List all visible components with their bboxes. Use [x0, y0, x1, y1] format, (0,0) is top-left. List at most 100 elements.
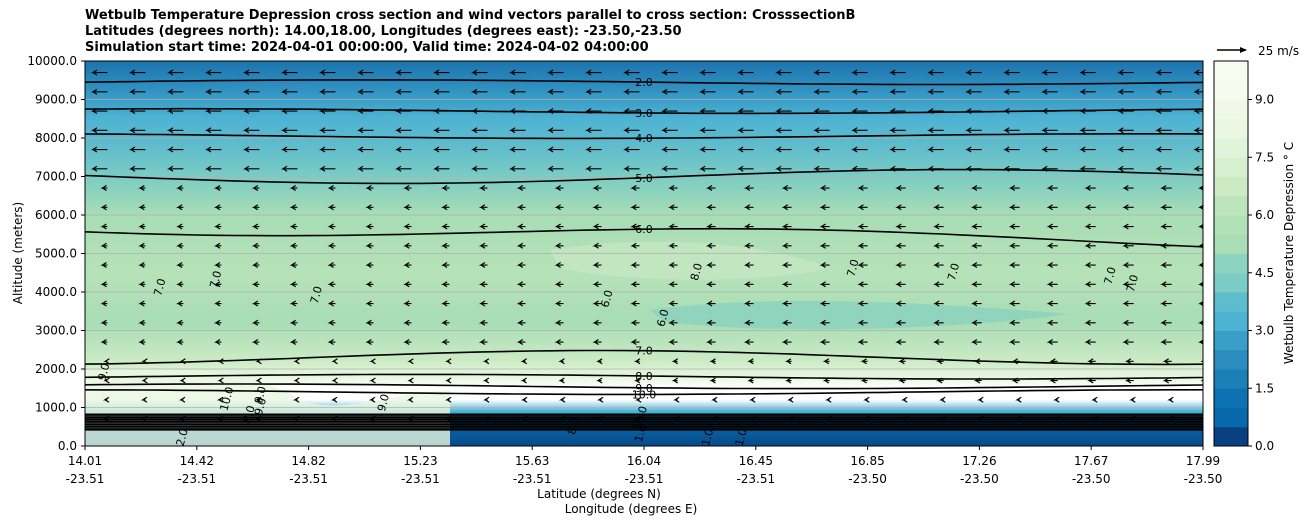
wind-vector [1084, 281, 1096, 288]
wind-vector [749, 416, 756, 423]
wind-vector [280, 165, 298, 172]
x-tick-label-lat: 14.01 [68, 454, 102, 468]
wind-vector [1041, 127, 1058, 134]
contour-label-extra: 6.0 [654, 308, 671, 328]
wind-vector [1155, 127, 1172, 134]
wind-vector [1053, 396, 1060, 403]
wind-vector [441, 223, 450, 230]
wind-vector [1160, 185, 1172, 192]
wind-vector [394, 127, 412, 134]
wind-vector [705, 223, 716, 230]
colorbar-band [1214, 118, 1248, 139]
wind-vector [1008, 223, 1020, 230]
wind-vector [554, 281, 564, 288]
wind-vector [851, 88, 868, 95]
wind-vector [520, 358, 527, 365]
wind-vector [596, 358, 603, 365]
wind-vector [394, 88, 412, 95]
wind-vector [327, 319, 336, 326]
wind-vector [441, 281, 450, 288]
wind-vector [103, 358, 110, 365]
wind-vector [705, 281, 716, 288]
colorbar-band [1214, 253, 1248, 274]
wind-vector [977, 416, 984, 423]
wind-vector [1129, 396, 1136, 403]
wind-vector [699, 127, 716, 134]
wind-vector [781, 204, 792, 211]
wind-vector [547, 127, 564, 134]
wind-vector [895, 300, 906, 307]
wind-vector [1003, 108, 1020, 115]
wind-vector [743, 339, 754, 346]
wind-vector [365, 262, 374, 269]
wind-vector [1079, 165, 1096, 172]
wind-vector [1041, 165, 1058, 172]
wind-vector [204, 108, 222, 115]
wind-vector [90, 108, 108, 115]
colorbar-label: Wetbulb Temperature Depression ° C [1282, 142, 1296, 364]
wind-vector [128, 127, 146, 134]
wind-vector [432, 165, 450, 172]
wind-vector [406, 396, 414, 403]
wind-vector [166, 146, 184, 153]
colorbar-band [1214, 292, 1248, 312]
wind-vector [898, 377, 906, 384]
wind-vector [482, 396, 490, 403]
contour-label-extra: 1.0 [733, 427, 750, 447]
wind-vector [1117, 108, 1134, 115]
wind-vector [242, 69, 260, 76]
wind-vector [1046, 262, 1058, 269]
wind-vector [365, 339, 374, 346]
wind-vector [671, 358, 679, 365]
wind-vector [292, 416, 300, 423]
y-tick-label: 5000.0 [35, 247, 77, 261]
contour-label-extra: 1.0 [699, 427, 716, 447]
wind-vector [743, 204, 754, 211]
wind-vector [356, 165, 374, 172]
wind-vector [933, 300, 944, 307]
wind-vector [327, 185, 336, 192]
x-tick-label-lon: -23.50 [1184, 472, 1223, 486]
wind-vector [1155, 88, 1172, 95]
x-tick-label-lon: -23.50 [960, 472, 999, 486]
wind-vector [128, 69, 146, 76]
x-tick-label-lat: 16.85 [850, 454, 884, 468]
wind-vector [813, 165, 830, 172]
wind-vector [1155, 165, 1172, 172]
wind-vector [895, 339, 906, 346]
wind-vector [432, 146, 450, 153]
wind-vector [851, 127, 868, 134]
wind-vector [176, 300, 184, 307]
wind-vector [822, 358, 830, 365]
wind-vector [1160, 262, 1172, 269]
wind-vector [1200, 360, 1203, 363]
wind-vector [554, 204, 564, 211]
wind-vector [100, 339, 108, 346]
wind-vector [970, 204, 982, 211]
wind-vector [242, 88, 260, 95]
wind-vector [1160, 223, 1172, 230]
wind-vector [1207, 397, 1211, 402]
wind-vector [520, 396, 528, 403]
wind-vector [709, 377, 716, 384]
wind-vector [1046, 242, 1058, 249]
wind-vector [633, 358, 641, 365]
wind-vector [478, 300, 488, 307]
wind-vector [318, 165, 336, 172]
x-tick-label-lat: 15.63 [515, 454, 549, 468]
colorbar-band [1214, 215, 1248, 235]
wind-vector [176, 204, 184, 211]
wind-vector [100, 300, 108, 307]
y-tick-label: 4000.0 [35, 285, 77, 299]
wind-vector [1084, 262, 1096, 269]
wind-vector [623, 146, 640, 153]
wind-vector [331, 358, 338, 365]
wind-vector [737, 127, 754, 134]
wind-vector [1008, 300, 1020, 307]
wind-vector [705, 185, 716, 192]
wind-vector [403, 339, 412, 346]
contour-label: 7.0 [635, 345, 653, 358]
colorbar-tick-label: 0.0 [1255, 439, 1274, 453]
wind-vector [478, 262, 488, 269]
wind-vector [255, 377, 262, 384]
